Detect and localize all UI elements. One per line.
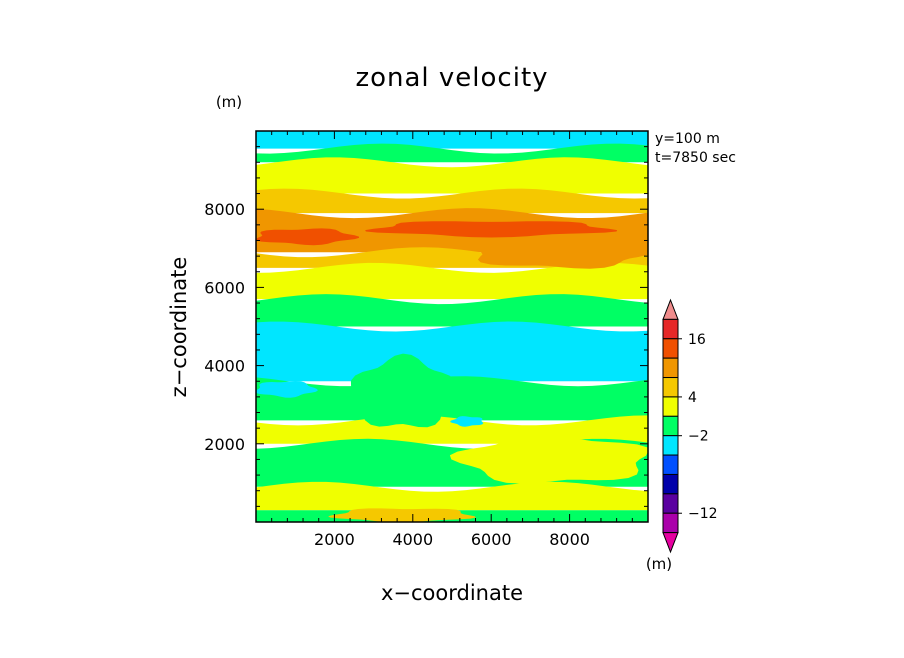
contour-patch	[328, 508, 476, 522]
colorbar-label: 4	[688, 390, 697, 406]
x-unit-label: (m)	[646, 555, 672, 573]
contour-band	[256, 294, 648, 327]
annotation-y: y=100 m	[655, 131, 720, 147]
chart-title: zonal velocity	[355, 63, 548, 93]
colorbar-label: −12	[688, 506, 718, 522]
x-tick-label: 8000	[549, 530, 590, 549]
colorbar-bin	[662, 377, 679, 398]
contour-band	[256, 262, 648, 300]
y-tick-label: 6000	[204, 278, 245, 297]
contour-patch	[471, 235, 648, 269]
colorbar-bin	[662, 512, 679, 534]
contour-band	[256, 157, 648, 194]
contour-patch	[450, 416, 484, 427]
colorbar-bin	[662, 338, 679, 359]
contour-patch	[449, 433, 648, 484]
colorbar-label: 16	[688, 332, 706, 348]
contour-band	[256, 481, 648, 511]
y-axis-label: z−coordinate	[167, 257, 191, 398]
plot-frame	[255, 130, 649, 523]
colorbar-bin	[662, 357, 679, 379]
y-unit-label: (m)	[216, 93, 242, 111]
y-tick-label: 4000	[204, 357, 245, 376]
plot-axes: 2000 4000 6000 8000 2000 4000 6000 8000	[204, 130, 649, 549]
colorbar-bin	[662, 435, 679, 456]
y-tick-label: 8000	[204, 200, 245, 219]
contour-patch	[350, 353, 456, 428]
colorbar-label: −2	[688, 429, 709, 445]
colorbar: 16 4 −2 −12	[662, 298, 718, 554]
x-axis-label: x−coordinate	[381, 581, 523, 605]
colorbar-arrow-bottom	[662, 532, 679, 554]
colorbar-bin	[662, 454, 679, 475]
contour-fill	[256, 131, 648, 522]
annotation-t: t=7850 sec	[655, 150, 736, 166]
contour-band	[256, 188, 648, 214]
colorbar-bin	[662, 493, 679, 514]
contour-patch	[256, 381, 318, 398]
contour-band	[256, 321, 648, 382]
contour-patch	[365, 221, 618, 238]
colorbar-bin	[662, 473, 679, 495]
contour-band	[256, 143, 648, 163]
x-tick-label: 4000	[392, 530, 433, 549]
colorbar-bin	[662, 396, 679, 417]
colorbar-arrow-top	[662, 298, 679, 320]
x-tick-label: 2000	[314, 530, 355, 549]
x-tick-label: 6000	[471, 530, 512, 549]
colorbar-bin	[662, 415, 679, 437]
colorbar-bin	[662, 318, 679, 340]
y-tick-label: 2000	[204, 435, 245, 454]
contour-patch	[256, 228, 360, 246]
contour-band	[256, 131, 648, 149]
